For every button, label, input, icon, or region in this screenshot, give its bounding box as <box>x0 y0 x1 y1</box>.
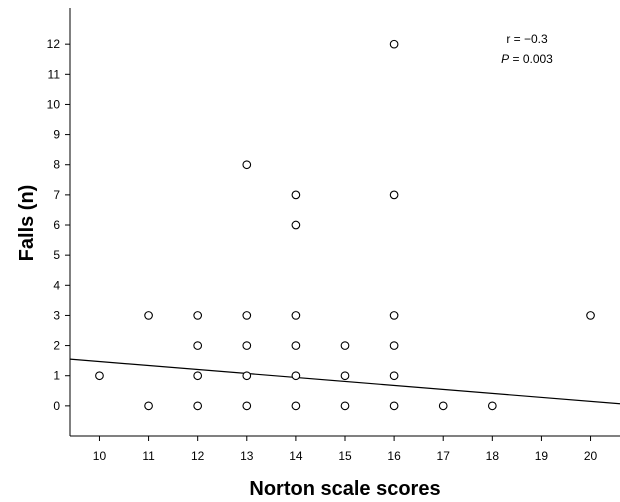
y-tick-label: 8 <box>53 158 60 172</box>
data-point <box>242 160 252 170</box>
x-tick-label: 15 <box>338 449 352 463</box>
data-point <box>389 371 399 381</box>
y-tick-label: 2 <box>53 339 60 353</box>
x-tick-label: 16 <box>387 449 401 463</box>
x-tick-label: 12 <box>191 449 205 463</box>
data-point <box>291 220 301 230</box>
data-point <box>95 371 104 381</box>
data-point <box>438 401 448 411</box>
data-point <box>389 401 399 411</box>
data-point <box>389 39 399 49</box>
y-tick-label: 1 <box>53 369 60 383</box>
x-tick-label: 10 <box>93 449 107 463</box>
x-tick-label: 18 <box>486 449 500 463</box>
p-value: = 0.003 <box>509 52 553 66</box>
data-points <box>95 39 595 411</box>
y-tick-label: 0 <box>53 399 60 413</box>
data-point <box>193 311 203 320</box>
y-tick-label: 12 <box>47 37 61 51</box>
y-tick-label: 7 <box>53 188 60 202</box>
y-tick-label: 4 <box>53 278 60 292</box>
data-point <box>389 311 399 320</box>
data-point <box>193 371 203 381</box>
data-point <box>389 341 399 350</box>
x-tick-label: 20 <box>584 449 598 463</box>
data-point <box>242 311 252 320</box>
data-point <box>291 401 301 411</box>
y-tick-label: 11 <box>48 67 61 81</box>
x-axis-title: Norton scale scores <box>249 478 440 500</box>
y-tick-label: 9 <box>53 128 60 142</box>
data-point <box>291 190 301 200</box>
x-tick-label: 17 <box>437 449 451 463</box>
p-label: P <box>501 52 509 66</box>
data-point <box>291 311 301 320</box>
x-tick-label: 13 <box>240 449 254 463</box>
x-tick-label: 19 <box>535 449 549 463</box>
data-point <box>144 311 153 320</box>
data-point <box>242 341 252 350</box>
y-tick-label: 10 <box>47 97 61 111</box>
y-tick-label: 6 <box>53 218 60 232</box>
data-point <box>193 341 203 350</box>
data-point <box>389 190 399 200</box>
data-point <box>291 371 301 381</box>
x-tick-label: 14 <box>289 449 303 463</box>
data-point <box>144 401 153 411</box>
data-point <box>291 341 301 350</box>
fit-line-group <box>69 358 620 405</box>
data-point <box>487 401 497 411</box>
y-axis-title: Falls (n) <box>16 185 38 262</box>
data-point <box>340 371 350 381</box>
data-point <box>340 341 350 350</box>
regression-line <box>69 358 620 405</box>
data-point <box>193 401 203 411</box>
p-value-annotation: P = 0.003 <box>501 52 553 66</box>
y-tick-label: 5 <box>53 248 60 262</box>
x-tick-label: 11 <box>142 449 155 463</box>
correlation-annotation: r = −0.3 <box>506 32 548 46</box>
y-tick-label: 3 <box>53 308 60 322</box>
data-point <box>242 401 252 411</box>
data-point <box>340 401 350 411</box>
data-point <box>586 311 595 320</box>
data-point <box>242 371 252 381</box>
